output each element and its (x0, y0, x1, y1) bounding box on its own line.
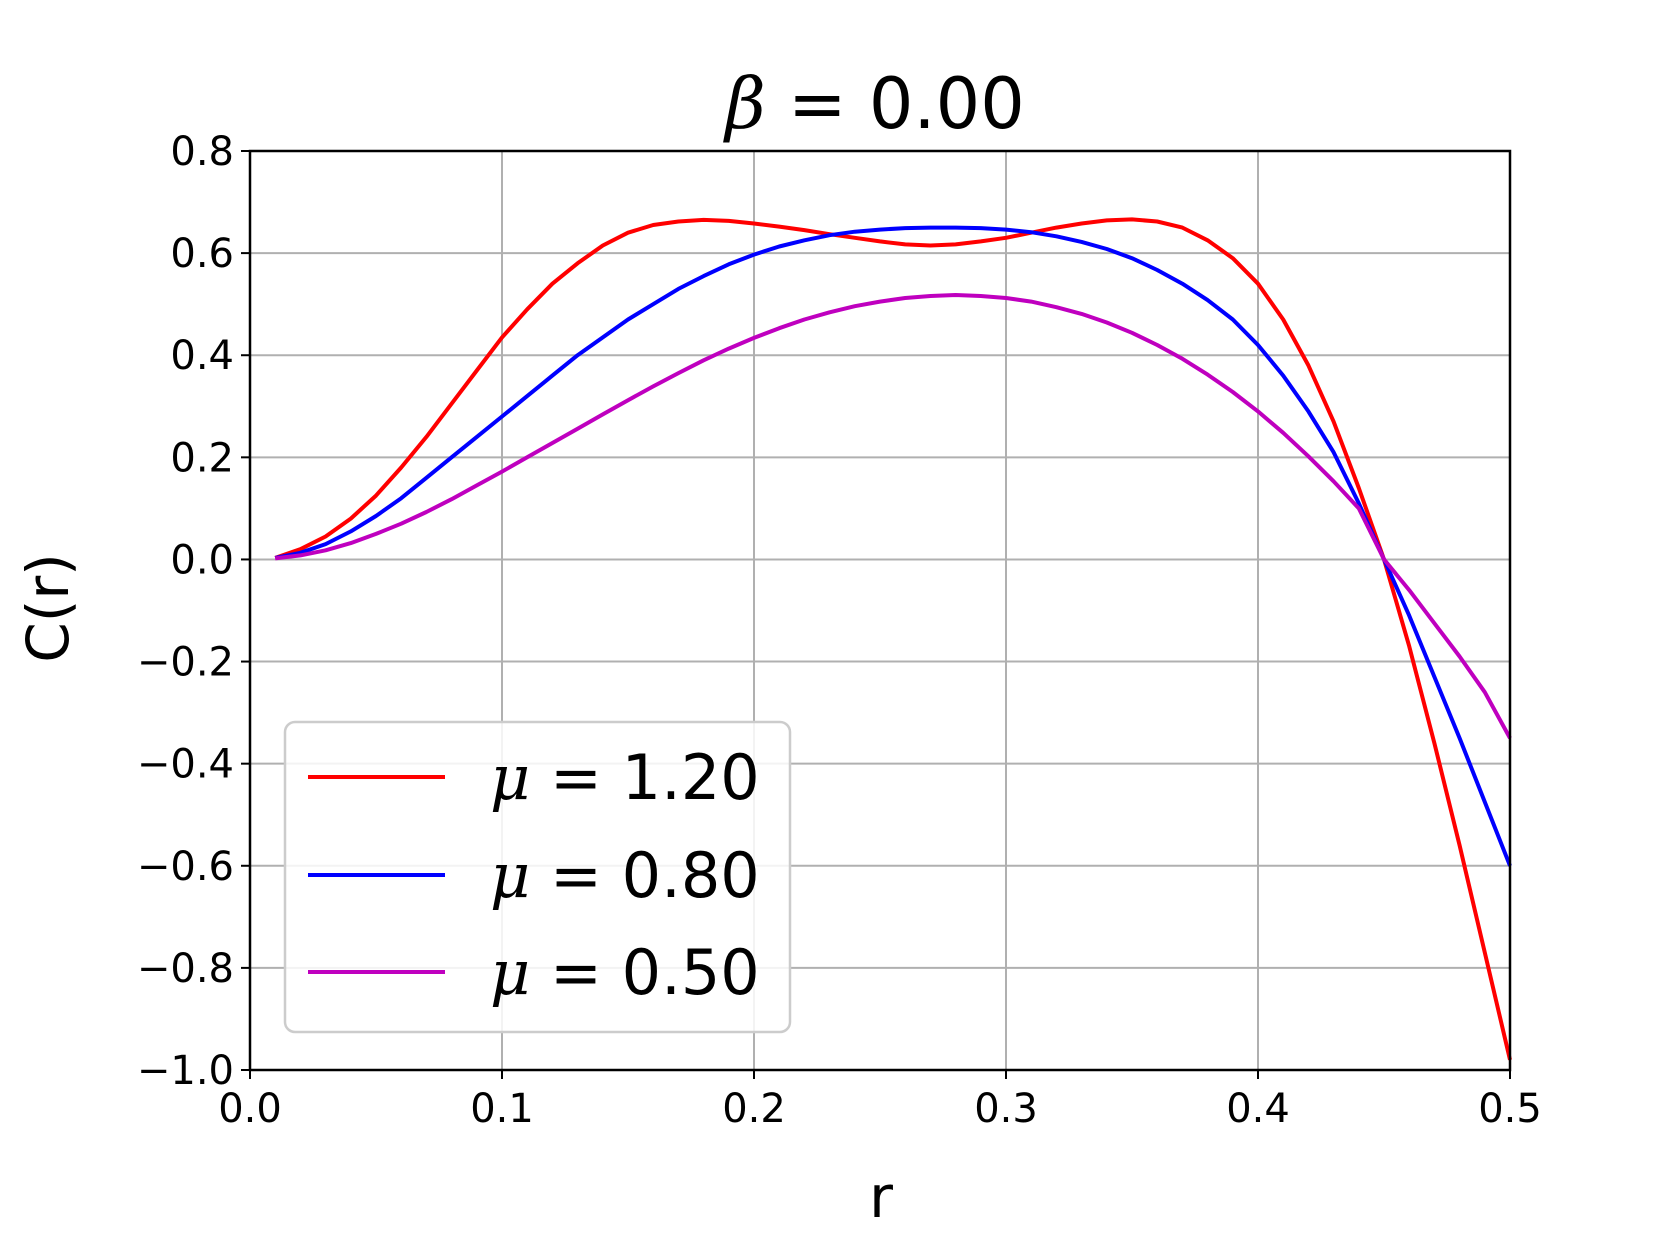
plot-area (274, 217, 1512, 1061)
series-line-1 (274, 217, 1512, 1061)
y-tick-label: −0.2 (137, 640, 234, 686)
y-tick-label: 0.2 (170, 435, 234, 481)
legend-symbol: μ (490, 839, 530, 912)
legend-value: = 0.80 (530, 839, 759, 912)
legend-symbol: μ (490, 936, 530, 1009)
legend-box (283, 720, 792, 1034)
legend-label-3: μ = 0.50 (490, 936, 760, 1009)
legend-label-1: μ = 1.20 (490, 741, 760, 814)
y-tick-label: 0.6 (170, 231, 234, 277)
y-tick-label: −0.8 (137, 946, 234, 992)
title-symbol: β (722, 63, 765, 145)
axis-ticks: 0.0 0.1 0.2 0.3 0.4 0.5 0.8 0.6 0.4 0.2 0.0 −0.2 −0.… (137, 129, 1542, 1132)
x-tick-label: 0.1 (470, 1086, 534, 1132)
x-tick-label: 0.2 (722, 1086, 786, 1132)
y-tick-label: 0.4 (170, 333, 234, 379)
x-tick-label: 0.4 (1226, 1086, 1290, 1132)
legend-value: = 1.20 (530, 741, 759, 814)
legend-symbol: μ (490, 741, 530, 814)
y-tick-label: −0.4 (137, 742, 234, 788)
series-line-3 (274, 293, 1512, 740)
y-tick-label: 0.0 (170, 537, 234, 583)
y-tick-label: 0.8 (170, 129, 234, 175)
chart-title: β = 0.00 (722, 63, 1024, 145)
legend-value: = 0.50 (530, 936, 759, 1009)
y-axis-label: C(r) (14, 553, 82, 663)
y-tick-label: −0.6 (137, 844, 234, 890)
x-tick-label: 0.0 (218, 1086, 282, 1132)
title-value: = 0.00 (766, 63, 1025, 145)
x-axis-label: r (869, 1163, 893, 1231)
x-tick-label: 0.3 (974, 1086, 1038, 1132)
x-tick-label: 0.5 (1478, 1086, 1542, 1132)
series-line-2 (274, 225, 1512, 867)
plot-frame (248, 149, 1512, 1072)
y-tick-label: −1.0 (137, 1048, 234, 1094)
legend-label-2: μ = 0.80 (490, 839, 760, 912)
legend: μ = 1.20μ = 0.80μ = 0.50 (283, 720, 792, 1034)
